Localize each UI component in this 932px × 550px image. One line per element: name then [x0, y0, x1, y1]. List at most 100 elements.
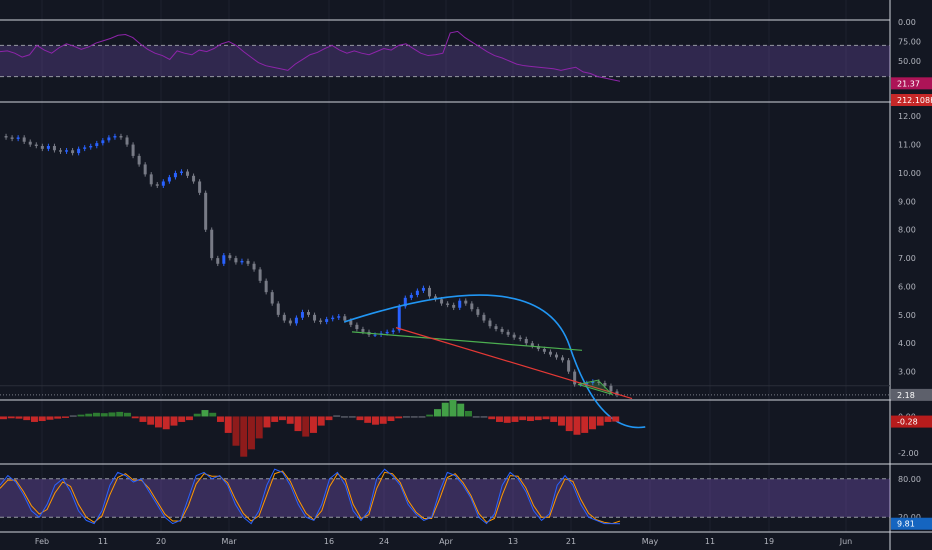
momentum-bar: [263, 416, 271, 428]
price-axis-tick-label: 9.00: [898, 197, 916, 206]
momentum-bar: [496, 416, 503, 422]
momentum-bar: [379, 416, 387, 424]
candle-body: [10, 137, 14, 139]
candle-body: [198, 181, 202, 193]
momentum-bar: [410, 416, 418, 418]
volume-value-badge: 212.108K: [897, 96, 932, 105]
momentum-bar: [54, 416, 62, 419]
candle-body: [427, 287, 431, 297]
time-axis-tick-label: Jun: [839, 537, 853, 546]
grid-lines: [41, 0, 847, 532]
candle-body: [512, 334, 516, 338]
momentum-bar: [542, 416, 550, 420]
candle-body: [585, 382, 589, 385]
momentum-panel[interactable]: 0.00-2.00: [0, 400, 919, 458]
time-axis-tick-label: Apr: [439, 537, 454, 546]
momentum-bar: [503, 416, 511, 423]
momentum-bar: [162, 416, 170, 430]
momentum-bar: [403, 416, 410, 418]
candle-body: [28, 141, 32, 145]
time-axis-tick-label: Feb: [35, 537, 49, 546]
candle-body: [385, 331, 389, 334]
time-axis-tick-label: 24: [379, 537, 389, 546]
stochastic-panel[interactable]: 80.00 20.00: [0, 468, 921, 525]
candle-body: [143, 164, 147, 175]
candle-body: [246, 260, 250, 264]
price-axis-tick-label: 8.00: [898, 226, 916, 235]
momentum-bar: [441, 402, 449, 417]
momentum-bar: [387, 416, 395, 422]
candle-body: [494, 326, 498, 330]
candle-body: [16, 137, 20, 139]
volume-value-badge-background: [891, 94, 932, 106]
candle-body: [518, 337, 522, 339]
candle-body: [536, 346, 540, 349]
momentum-bar: [15, 416, 23, 419]
rsi-axis-tick-label: 0.00: [898, 18, 916, 27]
momentum-bar: [302, 416, 310, 437]
candle-body: [397, 306, 401, 331]
candle-body: [113, 136, 117, 138]
candle-body: [149, 174, 153, 185]
candle-body: [615, 391, 619, 395]
candle-body: [119, 136, 123, 138]
momentum-bar: [534, 416, 542, 421]
momentum-bar: [201, 410, 209, 417]
candle-body: [555, 354, 559, 358]
candle-body: [597, 381, 601, 383]
candle-body: [337, 316, 341, 318]
candle-body: [228, 255, 232, 259]
price-axis-tick-label: 3.00: [898, 368, 916, 377]
candle-body: [355, 324, 359, 330]
candle-body: [391, 330, 395, 332]
time-axis[interactable]: Feb 11 20 Mar 16 24 Apr 13 21 May 11 19 Jun: [35, 537, 852, 546]
momentum-bar: [279, 416, 286, 421]
candle-body: [95, 143, 99, 146]
momentum-bar: [108, 412, 116, 417]
momentum-bar: [232, 416, 240, 446]
candle-body: [300, 312, 304, 318]
price-axis-tick-label: 6.00: [898, 282, 916, 291]
candle-body: [561, 357, 565, 361]
time-axis-tick-label: 16: [324, 537, 334, 546]
candle-body: [167, 177, 171, 182]
candle-body: [161, 181, 165, 186]
momentum-bar: [31, 416, 38, 422]
momentum-bar: [0, 416, 7, 420]
momentum-bar: [155, 416, 162, 428]
momentum-bar: [519, 416, 527, 421]
candle-body: [276, 303, 280, 315]
momentum-bar: [170, 416, 178, 426]
candle-body: [373, 334, 377, 336]
support-trendline: [351, 331, 583, 351]
price-panel[interactable]: 12.00 11.00 10.00 9.00 8.00 7.00 6.00 5.00 4.00 3…: [0, 112, 921, 429]
price-axis-tick-label: 5.00: [898, 311, 916, 320]
candle-body: [83, 147, 87, 149]
price-axis-tick-label: 4.00: [898, 339, 916, 348]
momentum-bar: [147, 416, 155, 425]
candle-body: [58, 150, 62, 152]
candle-body: [107, 137, 111, 141]
candle-body: [506, 331, 510, 335]
momentum-bar: [341, 416, 348, 418]
momentum-bar: [372, 416, 379, 425]
momentum-bar: [333, 415, 341, 417]
candle-body: [500, 329, 504, 332]
candle-body: [270, 292, 274, 304]
candle-body: [573, 371, 577, 385]
time-axis-tick-label: May: [642, 537, 659, 546]
candle-body: [361, 329, 365, 332]
time-axis-tick-label: 19: [764, 537, 774, 546]
momentum-bar: [596, 416, 604, 426]
candle-body: [591, 381, 595, 383]
candle-body: [137, 155, 141, 165]
momentum-bar: [550, 416, 558, 422]
candle-body: [131, 144, 135, 156]
candle-body: [22, 137, 26, 142]
momentum-bar: [62, 416, 69, 418]
momentum-bar: [573, 416, 581, 435]
